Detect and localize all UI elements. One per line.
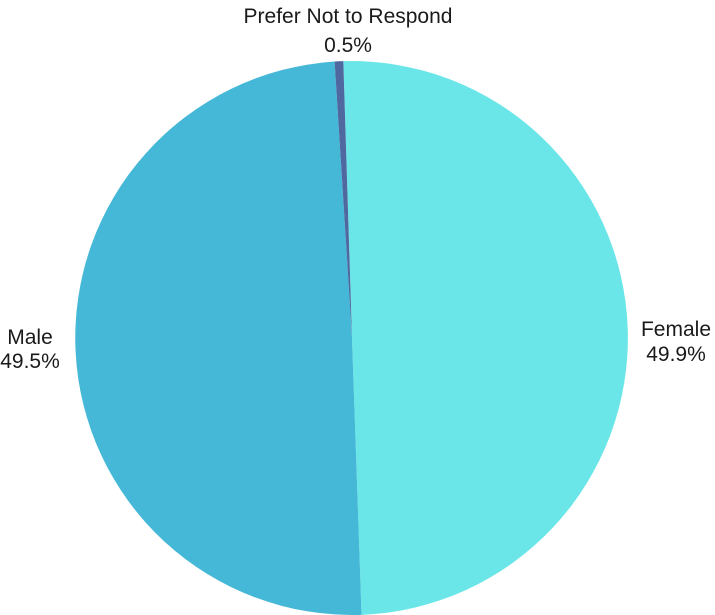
slices-layer xyxy=(75,61,628,615)
slice-label-male: Male xyxy=(7,326,53,349)
slice-value-label-male: 49.5% xyxy=(0,350,60,373)
slice-label-prefer-not-to-respond: Prefer Not to Respond xyxy=(244,5,453,28)
slice-label-female: Female xyxy=(641,318,711,341)
pie-slice-male xyxy=(75,61,362,615)
slice-value-label-prefer-not-to-respond: 0.5% xyxy=(324,34,372,57)
pie-slice-female xyxy=(343,61,628,615)
slice-value-label-female: 49.9% xyxy=(646,343,706,366)
pie-slice-prefer-not-to-respond xyxy=(334,61,352,338)
